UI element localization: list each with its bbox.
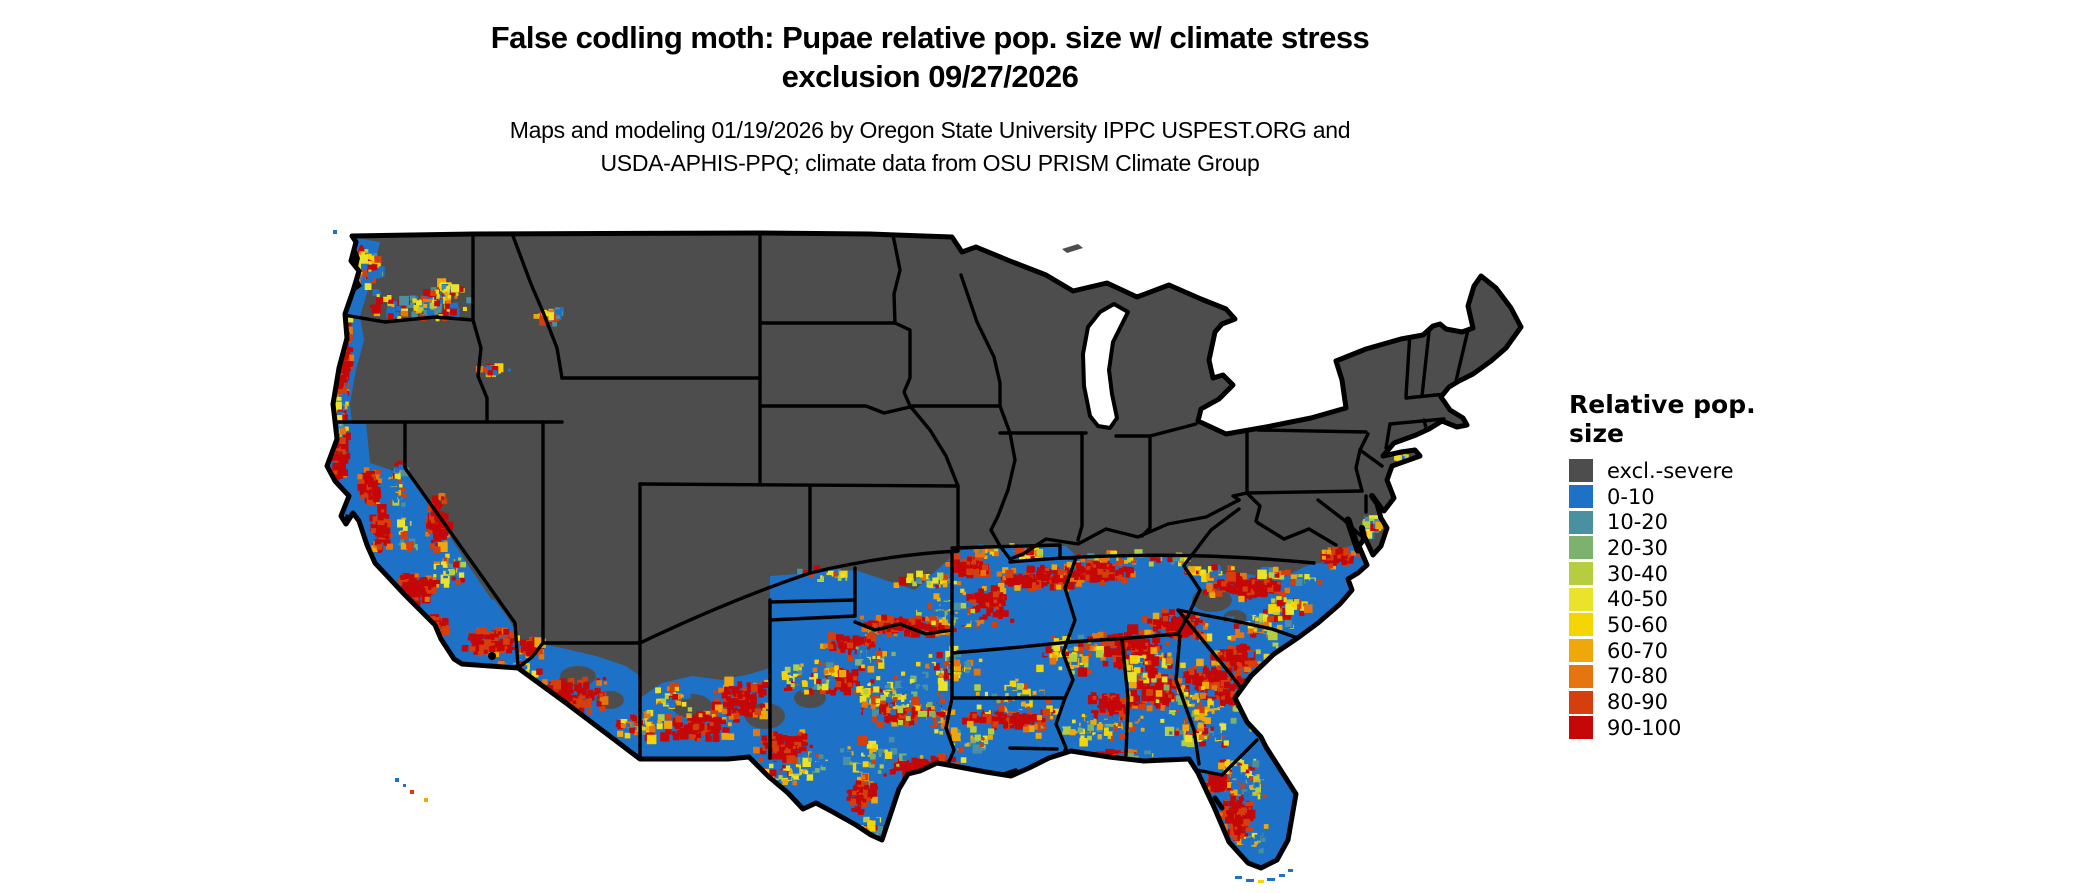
lake-michigan <box>1081 302 1130 430</box>
legend-label: 70-80 <box>1607 664 1669 689</box>
legend-swatch <box>1569 639 1593 663</box>
legend-item: 50-60 <box>1569 612 1819 638</box>
legend-swatch <box>1569 613 1593 637</box>
us-map-svg <box>324 230 1524 883</box>
legend-swatch <box>1569 459 1593 483</box>
legend-label: 90-100 <box>1607 715 1682 740</box>
legend-title: Relative pop. size <box>1569 390 1756 448</box>
map-attribution: Maps and modeling 01/19/2026 by Oregon S… <box>300 114 1560 180</box>
legend-swatch <box>1569 690 1593 714</box>
map-title-line2: exclusion 09/27/2026 <box>781 59 1079 94</box>
legend-item: 30-40 <box>1569 561 1819 587</box>
legend-item: 60-70 <box>1569 638 1819 664</box>
legend-items: excl.-severe 0-10 10-20 20-30 30-40 40-5… <box>1569 458 1819 741</box>
legend-swatch <box>1569 587 1593 611</box>
legend: Relative pop. size excl.-severe 0-10 10-… <box>1569 390 1819 741</box>
offshore-islands <box>333 230 1293 883</box>
legend-item: 70-80 <box>1569 664 1819 690</box>
legend-label: 30-40 <box>1607 561 1669 586</box>
conus-outline <box>324 230 1524 871</box>
map-attribution-line1: Maps and modeling 01/19/2026 by Oregon S… <box>509 117 1351 143</box>
legend-swatch <box>1569 485 1593 509</box>
legend-item: 90-100 <box>1569 715 1819 741</box>
legend-label: 40-50 <box>1607 587 1669 612</box>
legend-item: 40-50 <box>1569 586 1819 612</box>
legend-label: 0-10 <box>1607 484 1655 509</box>
legend-item: 80-90 <box>1569 689 1819 715</box>
legend-label: 10-20 <box>1607 510 1669 535</box>
legend-item: 10-20 <box>1569 509 1819 535</box>
legend-label: 60-70 <box>1607 638 1669 663</box>
us-population-map <box>310 228 1550 888</box>
map-title: False codling moth: Pupae relative pop. … <box>300 18 1560 96</box>
legend-label: 80-90 <box>1607 690 1669 715</box>
legend-item: 0-10 <box>1569 484 1819 510</box>
legend-swatch <box>1569 510 1593 534</box>
legend-item: excl.-severe <box>1569 458 1819 484</box>
legend-swatch <box>1569 664 1593 688</box>
state-borders <box>328 233 1470 777</box>
map-attribution-line2: USDA-APHIS-PPQ; climate data from OSU PR… <box>600 150 1260 176</box>
legend-swatch <box>1569 536 1593 560</box>
legend-label: 20-30 <box>1607 535 1669 560</box>
legend-item: 20-30 <box>1569 535 1819 561</box>
legend-swatch <box>1569 716 1593 740</box>
legend-label: excl.-severe <box>1607 458 1734 483</box>
legend-swatch <box>1569 562 1593 586</box>
legend-label: 50-60 <box>1607 612 1669 637</box>
map-title-line1: False codling moth: Pupae relative pop. … <box>490 20 1370 55</box>
